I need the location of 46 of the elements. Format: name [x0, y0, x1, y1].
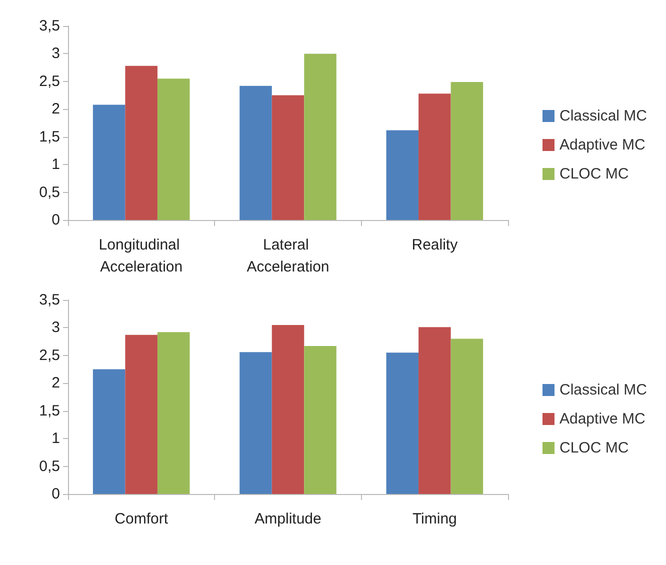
y-tick-label: 3 — [52, 45, 60, 62]
y-tick-label: 2 — [52, 374, 60, 392]
bar — [240, 86, 272, 220]
x-tick-label: Timing — [412, 510, 457, 528]
y-tick-label: 2,5 — [39, 72, 60, 90]
bar — [304, 54, 336, 220]
bar — [92, 369, 126, 494]
bar — [157, 78, 190, 220]
legend-label: CLOC MC — [559, 440, 629, 456]
y-tick-label: 0 — [52, 212, 60, 228]
y-tick-label: 0,5 — [39, 184, 60, 201]
bar — [157, 332, 190, 494]
y-tick-label: 2,5 — [39, 346, 60, 364]
y-tick-label: 1 — [52, 156, 60, 174]
bar — [125, 66, 158, 220]
y-tick-label: 1,5 — [39, 402, 60, 420]
bar — [450, 82, 484, 220]
bar — [450, 338, 484, 494]
bar — [92, 104, 126, 220]
y-tick-label: 0 — [52, 486, 60, 502]
bar — [125, 334, 158, 494]
legend-label: CLOC MC — [559, 166, 629, 182]
bar — [418, 327, 451, 494]
legend-label: Adaptive MC — [559, 410, 646, 428]
bar — [418, 94, 451, 220]
legend-label: Classical MC — [559, 108, 648, 124]
x-tick-label: Reality — [412, 236, 458, 254]
y-tick-label: 3 — [52, 319, 60, 336]
legend-label: Adaptive MC — [559, 136, 646, 154]
legend-label: Classical MC — [559, 382, 648, 398]
y-tick-label: 2 — [52, 100, 60, 118]
bar — [386, 130, 419, 220]
bar — [272, 324, 304, 494]
y-tick-label: 1,5 — [39, 128, 60, 146]
bar — [386, 352, 419, 494]
x-tick-label: Lateral Acceleration — [246, 236, 330, 276]
bar — [240, 352, 272, 494]
y-tick-label: 3,5 — [39, 18, 60, 34]
bar — [272, 95, 304, 220]
y-tick-label: 1 — [52, 430, 60, 448]
bar — [304, 346, 336, 494]
x-tick-label: Longitudinal Acceleration — [98, 236, 184, 276]
y-tick-label: 0,5 — [39, 458, 60, 475]
x-tick-label: Comfort — [114, 510, 169, 528]
y-tick-label: 3,5 — [39, 292, 60, 308]
x-tick-label: Amplitude — [254, 510, 322, 528]
